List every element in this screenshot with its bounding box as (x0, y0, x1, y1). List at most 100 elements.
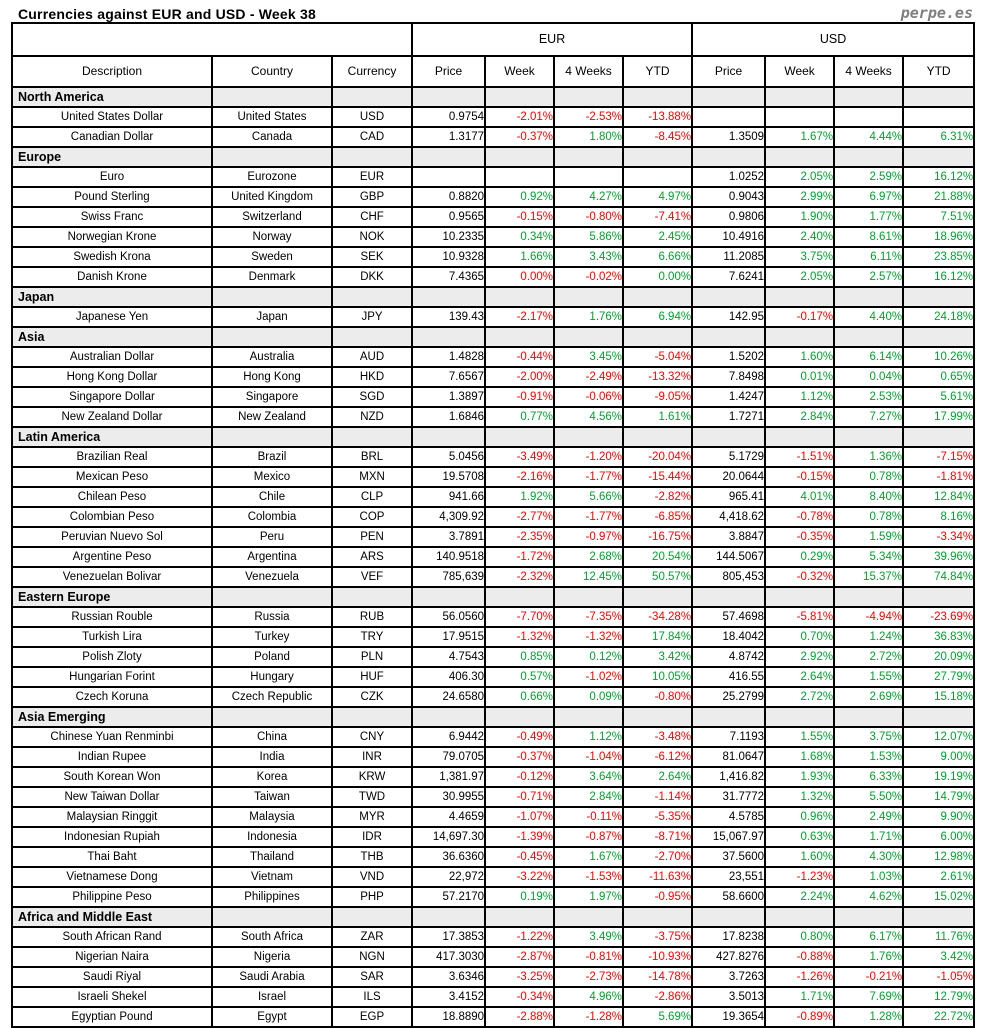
cell-currency-code: NOK (330, 226, 414, 248)
cell-eur-week (484, 166, 556, 188)
cell-usd-ytd: -23.69% (902, 606, 976, 628)
cell-currency-code: TWD (330, 786, 414, 808)
section-filler (833, 146, 905, 168)
cell-currency-code: VEF (330, 566, 414, 588)
table-row: Venezuelan Bolivar Venezuela VEF 785,639 -2.… (11, 566, 976, 588)
cell-eur-ytd: -10.93% (622, 946, 694, 968)
section-filler (411, 586, 487, 608)
cell-usd-4weeks: 4.44% (833, 126, 905, 148)
cell-usd-4weeks: 5.50% (833, 786, 905, 808)
cell-currency-code: JPY (330, 306, 414, 328)
cell-currency-code: COP (330, 506, 414, 528)
section-filler (764, 586, 836, 608)
cell-usd-ytd: 22.72% (902, 1006, 976, 1028)
cell-country: Nigeria (211, 946, 333, 968)
cell-usd-price: 805,453 (691, 566, 767, 588)
cell-eur-price: 3.6346 (411, 966, 487, 988)
cell-usd-ytd: 8.16% (902, 506, 976, 528)
cell-country: Turkey (211, 626, 333, 648)
cell-usd-price: 142.95 (691, 306, 767, 328)
cell-country: Argentina (211, 546, 333, 568)
cell-usd-ytd: 27.79% (902, 666, 976, 688)
section-filler (211, 906, 333, 928)
cell-eur-4weeks: -0.06% (553, 386, 625, 408)
group-header-eur: EUR (411, 22, 694, 57)
cell-eur-week: 0.19% (484, 886, 556, 908)
cell-usd-price: 10.4916 (691, 226, 767, 248)
section-filler (330, 706, 414, 728)
cell-eur-price: 406.30 (411, 666, 487, 688)
cell-eur-price: 140.9518 (411, 546, 487, 568)
cell-usd-week: 0.80% (764, 926, 836, 948)
cell-eur-price: 79.0705 (411, 746, 487, 768)
table-row: Hungarian Forint Hungary HUF 406.30 0.57% -1.… (11, 666, 976, 688)
cell-usd-4weeks: 6.33% (833, 766, 905, 788)
cell-eur-week: -1.32% (484, 626, 556, 648)
cell-eur-price: 57.2170 (411, 886, 487, 908)
section-label: Asia Emerging (11, 706, 213, 728)
cell-eur-ytd: 10.05% (622, 666, 694, 688)
cell-eur-price: 1.3177 (411, 126, 487, 148)
cell-usd-price: 1.7271 (691, 406, 767, 428)
cell-usd-price (691, 106, 767, 128)
section-filler (622, 906, 694, 928)
cell-usd-price: 416.55 (691, 666, 767, 688)
section-filler (330, 426, 414, 448)
cell-eur-price (411, 166, 487, 188)
cell-usd-week: 1.71% (764, 986, 836, 1008)
section-filler (553, 586, 625, 608)
cell-usd-price: 3.8847 (691, 526, 767, 548)
cell-eur-4weeks (553, 166, 625, 188)
cell-usd-week: -0.32% (764, 566, 836, 588)
cell-usd-ytd: 15.02% (902, 886, 976, 908)
cell-eur-4weeks: -1.77% (553, 466, 625, 488)
section-filler (902, 326, 976, 348)
section-filler (902, 146, 976, 168)
cell-currency-code: SAR (330, 966, 414, 988)
cell-currency-code: CAD (330, 126, 414, 148)
cell-usd-ytd: 0.65% (902, 366, 976, 388)
cell-eur-price: 1,381.97 (411, 766, 487, 788)
section-filler (211, 286, 333, 308)
cell-eur-price: 1.3897 (411, 386, 487, 408)
cell-currency-code: GBP (330, 186, 414, 208)
column-header-description: Description (11, 55, 213, 88)
cell-eur-ytd: -11.63% (622, 866, 694, 888)
table-row: Indian Rupee India INR 79.0705 -0.37% -1.04% -… (11, 746, 976, 768)
cell-currency-code: BRL (330, 446, 414, 468)
cell-usd-ytd: 9.00% (902, 746, 976, 768)
cell-eur-week: -1.07% (484, 806, 556, 828)
section-filler (833, 906, 905, 928)
cell-eur-week: -0.15% (484, 206, 556, 228)
cell-eur-price: 1.6846 (411, 406, 487, 428)
cell-eur-price: 4,309.92 (411, 506, 487, 528)
section-filler (553, 286, 625, 308)
cell-eur-4weeks: -2.53% (553, 106, 625, 128)
group-header-usd: USD (691, 22, 976, 57)
cell-usd-ytd: 74.84% (902, 566, 976, 588)
cell-usd-price: 1.4247 (691, 386, 767, 408)
section-filler (411, 326, 487, 348)
section-filler (553, 426, 625, 448)
column-header-row: Description Country Currency Price Week … (11, 55, 976, 88)
cell-usd-week: 0.29% (764, 546, 836, 568)
cell-description: Polish Zloty (11, 646, 213, 668)
table-row: Thai Baht Thailand THB 36.6360 -0.45% 1.67% -2… (11, 846, 976, 868)
cell-country: Brazil (211, 446, 333, 468)
cell-eur-4weeks: -2.49% (553, 366, 625, 388)
section-filler (211, 146, 333, 168)
cell-description: Hungarian Forint (11, 666, 213, 688)
cell-eur-week: 0.57% (484, 666, 556, 688)
section-label: Latin America (11, 426, 213, 448)
section-label: Eastern Europe (11, 586, 213, 608)
column-header-usd-4weeks: 4 Weeks (833, 55, 905, 88)
cell-country: Korea (211, 766, 333, 788)
cell-description: Thai Baht (11, 846, 213, 868)
cell-eur-price: 17.9515 (411, 626, 487, 648)
section-filler (833, 326, 905, 348)
section-filler (484, 906, 556, 928)
cell-usd-ytd: 19.19% (902, 766, 976, 788)
cell-eur-4weeks: 1.80% (553, 126, 625, 148)
cell-usd-price: 1,416.82 (691, 766, 767, 788)
cell-eur-price: 10.9328 (411, 246, 487, 268)
